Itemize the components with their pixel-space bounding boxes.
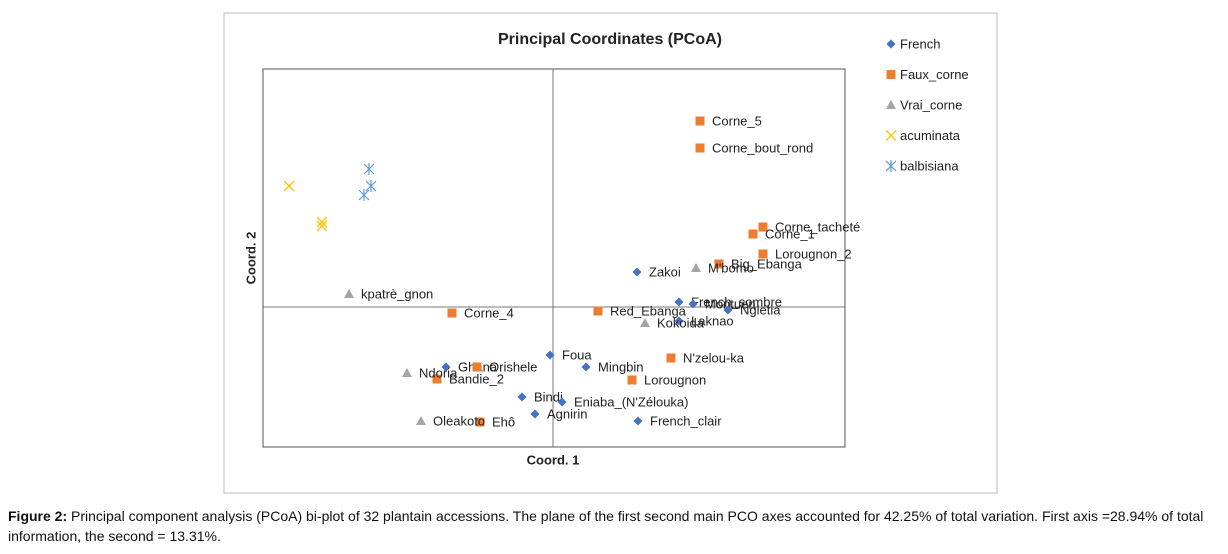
point (316, 216, 328, 228)
legend-marker (885, 130, 897, 141)
point (695, 116, 705, 126)
plot-frame (262, 68, 846, 448)
legend-label: balbisiana (900, 158, 959, 173)
point-label: Corne_5 (712, 113, 762, 128)
point (723, 305, 733, 315)
point (695, 143, 705, 153)
caption-text: Principal component analysis (PCoA) bi-p… (8, 508, 1204, 544)
point-label: French_sombre (691, 294, 782, 309)
point-label: Oleakoto (433, 413, 485, 428)
chart: Principal Coordinates (PCoA) Coord. 1 Co… (223, 12, 998, 494)
point-label: Zakoi (649, 264, 681, 279)
legend-label: French (900, 36, 940, 51)
point (475, 417, 485, 427)
point (674, 297, 684, 307)
point (593, 306, 603, 316)
point-label: N'zelou-ka (683, 350, 745, 365)
legend-marker (886, 100, 896, 109)
point-label: Lorougnon_2 (775, 246, 852, 261)
point (581, 362, 591, 372)
point (447, 308, 457, 318)
point (365, 180, 377, 192)
legend-marker (886, 39, 896, 49)
point (432, 374, 442, 384)
point-label: Ndoria (419, 365, 458, 380)
point (283, 180, 295, 192)
legend-label: acuminata (900, 128, 961, 143)
point-label: Kokoida (657, 315, 705, 330)
point-label: Foua (562, 347, 592, 362)
point-label: Mingbin (598, 359, 644, 374)
point (748, 229, 758, 239)
point (627, 375, 637, 385)
legend-marker (886, 70, 896, 79)
point (358, 189, 370, 201)
point-label: Orishele (489, 359, 537, 374)
point (416, 416, 426, 425)
point-label: Bindi (534, 389, 563, 404)
legend-marker (885, 160, 897, 172)
caption: Figure 2: Principal component analysis (… (8, 506, 1220, 546)
point-label: Ehô (492, 414, 515, 429)
point-label: M'bomo (708, 260, 754, 275)
point-label: Red_Ebanga (610, 303, 687, 318)
point-label: Bandie_2 (449, 371, 504, 386)
point (517, 392, 527, 402)
x-axis-title: Coord. 1 (527, 452, 580, 467)
point (688, 299, 698, 309)
point (530, 409, 540, 419)
point (632, 267, 642, 277)
point-label: kpatrè_gnon (361, 286, 433, 301)
point (316, 220, 328, 232)
point-label: Lorougnon (644, 372, 706, 387)
point-label: Montuen (705, 296, 756, 311)
point (674, 316, 684, 326)
chart-frame (223, 12, 998, 494)
point-label: Corne_tacheté (775, 219, 860, 234)
point (402, 368, 412, 377)
caption-label: Figure 2: (8, 508, 68, 524)
point-label: Corne_1 (765, 226, 815, 241)
point (545, 350, 555, 360)
point-label: Agnirin (547, 406, 587, 421)
point-label: French_clair (650, 413, 722, 428)
point-label: Big_Ebanga (731, 256, 803, 271)
point (557, 397, 567, 407)
point (758, 222, 768, 232)
y-axis-title: Coord. 2 (243, 232, 258, 285)
point (758, 249, 768, 259)
legend-label: Faux_corne (900, 67, 969, 82)
point (666, 353, 676, 363)
point (714, 259, 724, 269)
point (441, 362, 451, 372)
point-label: Corne_bout_rond (712, 140, 813, 155)
legend-label: Vrai_corne (900, 97, 962, 112)
point-label: Eniaba_(N'Zélouka) (574, 394, 689, 409)
point-label: Corne_4 (464, 305, 514, 320)
chart-title: Principal Coordinates (PCoA) (498, 31, 722, 48)
point (472, 362, 482, 372)
point-label: Ngletia (740, 302, 781, 317)
point (633, 416, 643, 426)
point (691, 263, 701, 272)
point-label: Laknao (691, 313, 734, 328)
point (640, 318, 650, 327)
point (344, 289, 354, 298)
point (363, 163, 375, 175)
